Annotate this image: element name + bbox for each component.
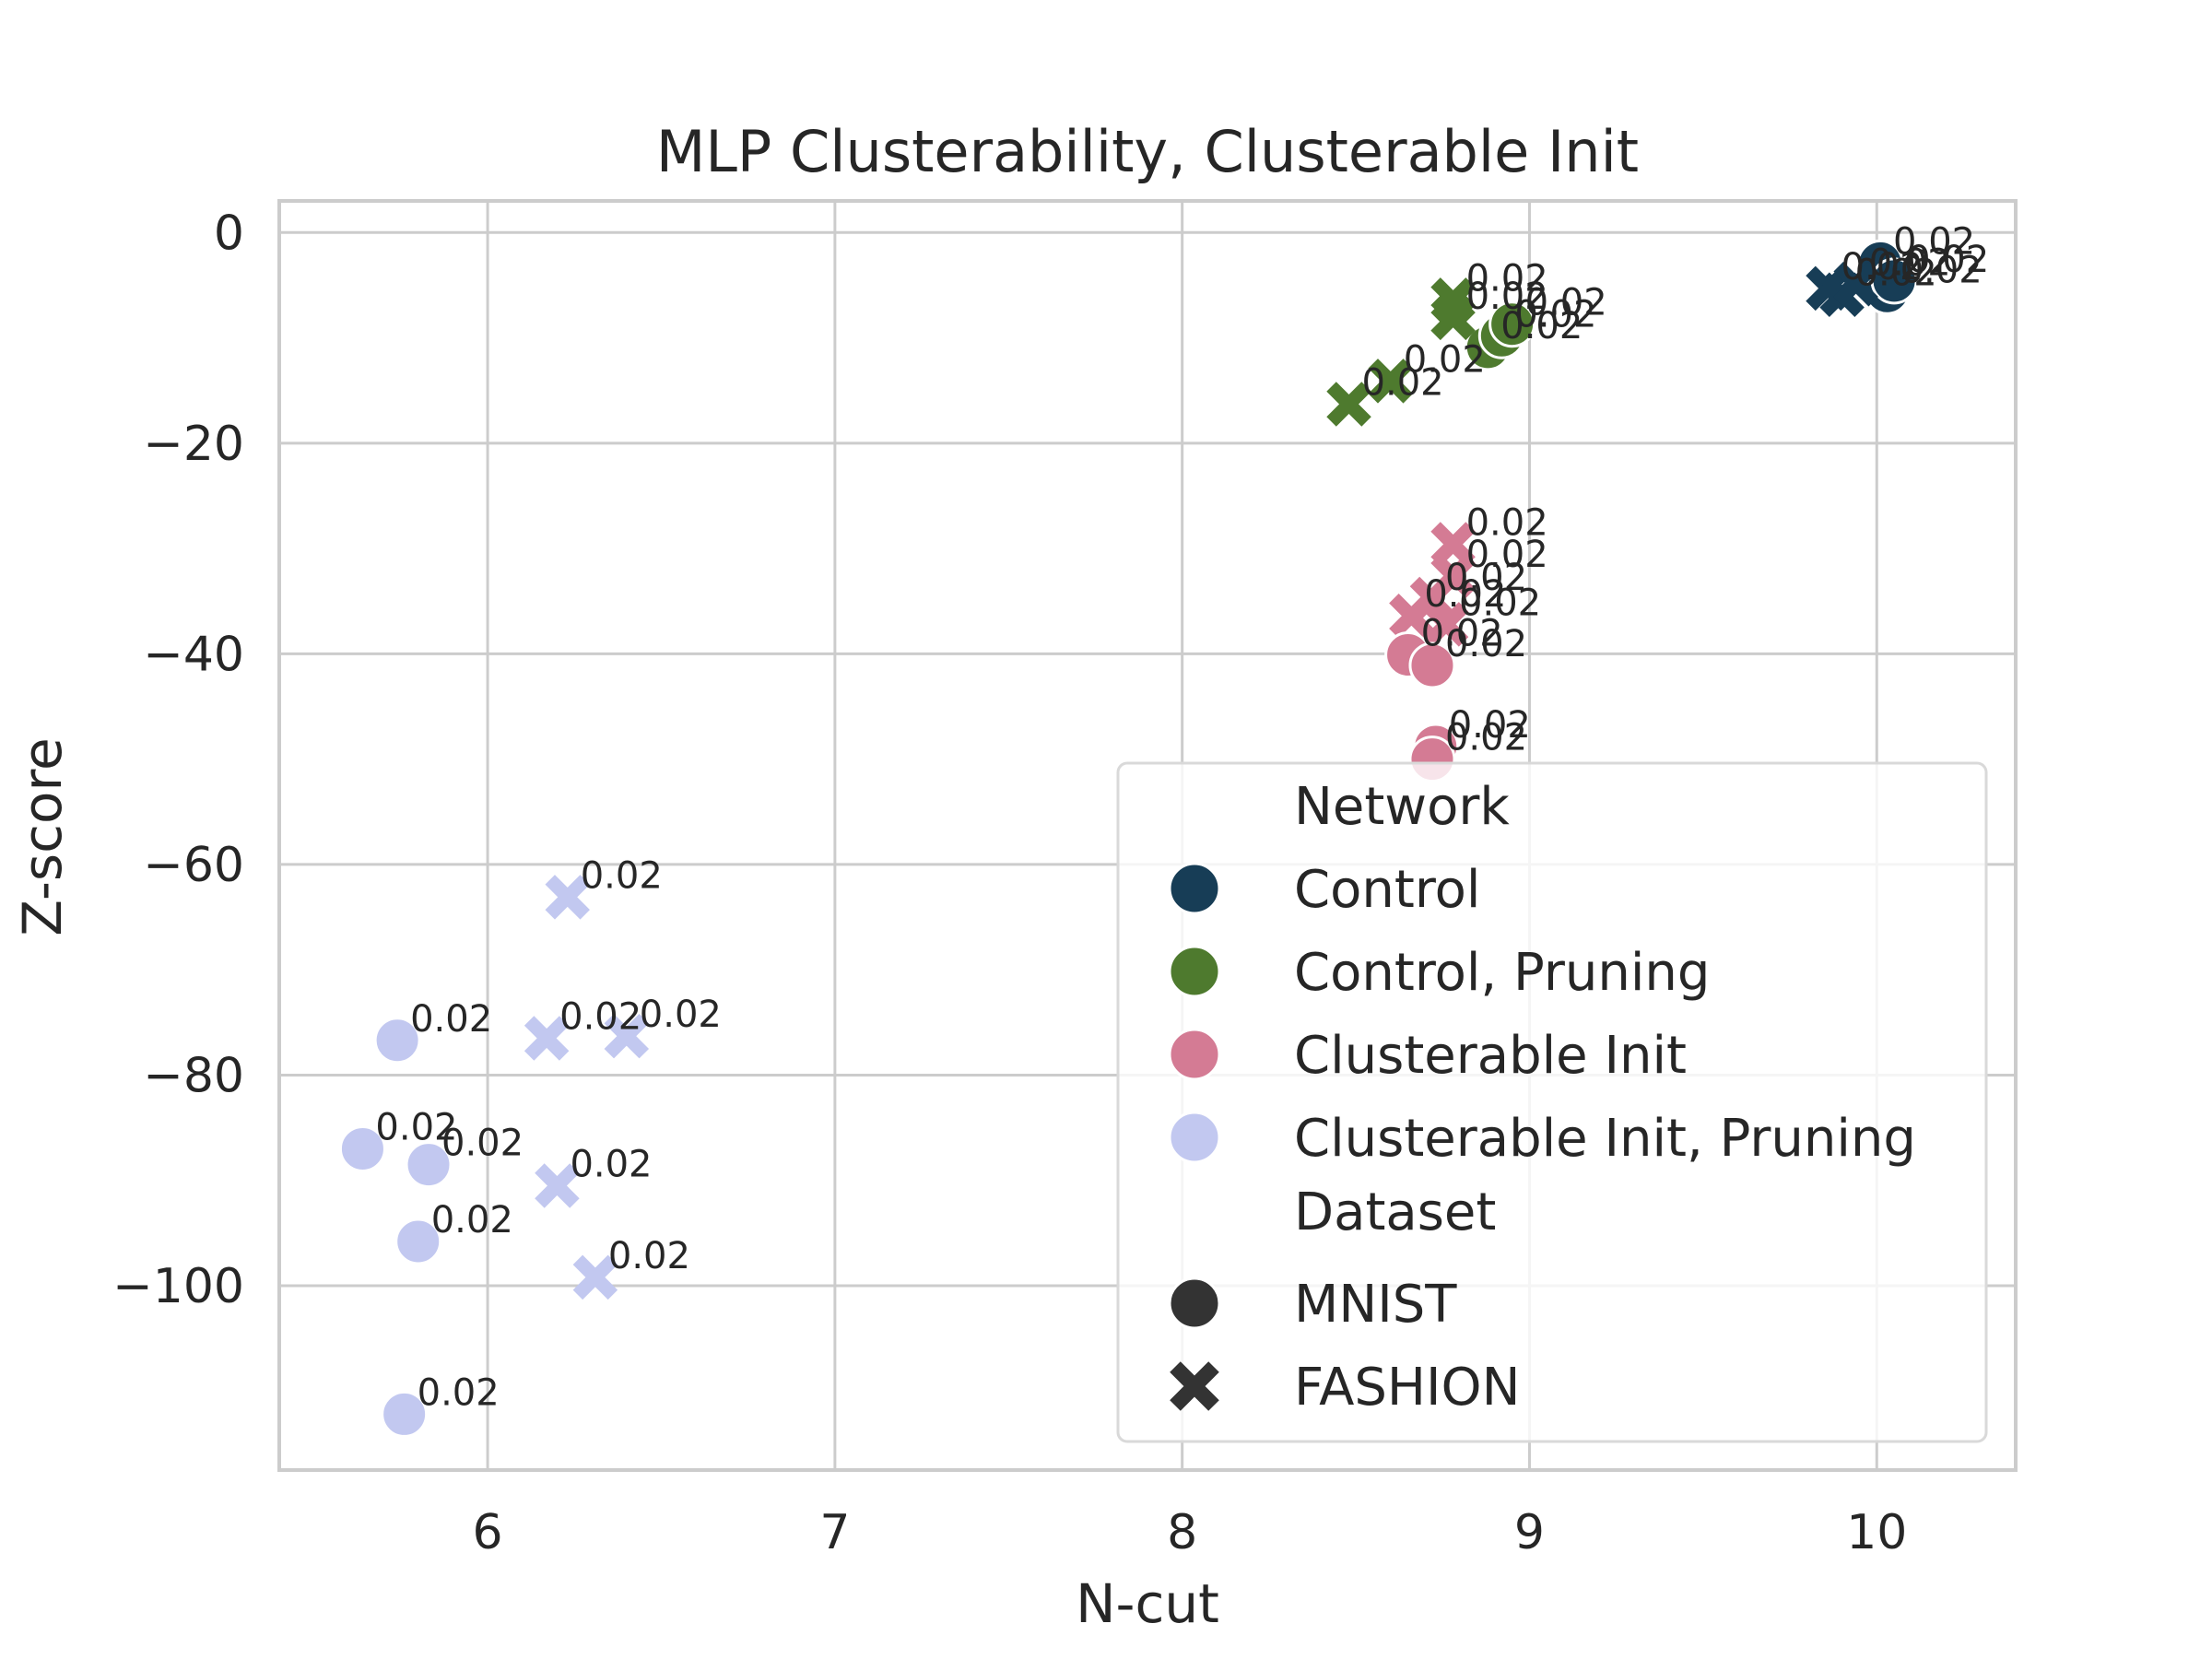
point-value-label: 0.02 — [418, 1371, 500, 1414]
data-point-fashion — [1389, 593, 1434, 639]
data-point-fashion — [604, 1013, 650, 1059]
point-value-label: 0.02 — [581, 854, 663, 897]
x-tick-label: 6 — [473, 1505, 503, 1560]
x-axis-label: N-cut — [1076, 1572, 1219, 1635]
x-tick-label: 7 — [819, 1505, 850, 1560]
data-point-fashion — [1423, 602, 1469, 647]
legend-title-network: Network — [1294, 777, 1510, 837]
point-value-label: 0.02 — [1445, 717, 1527, 759]
point-value-label: 0.02 — [1893, 220, 1975, 263]
legend-marker-network — [1168, 945, 1221, 998]
legend-marker-x — [1170, 1361, 1219, 1411]
point-value-label: 0.02 — [1500, 305, 1583, 347]
data-point-mnist — [338, 1124, 386, 1172]
point-value-label: 0.02 — [1869, 241, 1951, 284]
point-value-label: 0.02 — [608, 1235, 690, 1277]
data-point-mnist — [1870, 257, 1918, 305]
data-point-mnist — [1488, 300, 1536, 348]
legend-item-network: Clusterable Init, Pruning — [1294, 1109, 1916, 1169]
y-axis-ticks: 0 −20 −40 −60 −80 −100 — [112, 206, 244, 1314]
point-value-label: 0.02 — [1445, 623, 1527, 665]
point-value-label: 0.02 — [1449, 704, 1531, 747]
legend-frame — [1116, 761, 1988, 1443]
legend-item-network: Control, Pruning — [1294, 943, 1710, 1003]
point-value-label: 0.02 — [1525, 282, 1607, 324]
legend-item-network: Control — [1294, 860, 1480, 920]
point-value-label: 0.02 — [1907, 239, 1989, 281]
data-points — [338, 239, 1918, 1438]
legend-item-network: Clusterable Init — [1294, 1026, 1687, 1086]
x-tick-label: 10 — [1846, 1505, 1907, 1560]
point-value-label: 0.02 — [410, 998, 492, 1041]
legend-marker-network — [1168, 1111, 1221, 1164]
data-point-mnist — [373, 1017, 421, 1065]
point-value-label: 0.02 — [1459, 582, 1541, 624]
legend-marker-network — [1168, 1028, 1221, 1081]
point-value-label: 0.02 — [431, 1199, 513, 1241]
data-point-mnist — [1408, 641, 1456, 689]
point-labels: 0.020.020.020.020.020.020.020.020.020.02… — [375, 220, 1989, 1414]
point-value-label: 0.02 — [1900, 249, 1983, 291]
y-tick-label: −80 — [143, 1048, 244, 1103]
x-axis-ticks: 6 7 8 9 10 — [473, 1505, 1908, 1560]
point-value-label: 0.02 — [1514, 293, 1596, 335]
data-point-mnist — [405, 1141, 453, 1189]
chart-title: MLP Clusterability, Clusterable Init — [656, 118, 1639, 185]
legend-marker-network — [1168, 862, 1221, 915]
point-value-label: 0.02 — [1362, 362, 1444, 405]
point-value-label: 0.02 — [1445, 557, 1527, 599]
y-tick-label: −40 — [143, 627, 244, 682]
data-point-fashion — [1326, 382, 1371, 427]
point-value-label: 0.02 — [1466, 534, 1548, 576]
y-tick-label: −60 — [143, 838, 244, 893]
y-axis-label: Z-score — [11, 737, 74, 936]
x-tick-label: 8 — [1167, 1505, 1197, 1560]
data-point-fashion — [572, 1254, 618, 1300]
legend-item-dataset: MNIST — [1294, 1275, 1457, 1335]
point-value-label: 0.02 — [1466, 257, 1548, 300]
data-point-fashion — [535, 1163, 580, 1208]
data-point-fashion — [545, 875, 590, 920]
point-value-label: 0.02 — [1855, 253, 1937, 295]
point-value-label: 0.02 — [441, 1123, 524, 1165]
x-tick-label: 9 — [1514, 1505, 1545, 1560]
y-tick-label: −100 — [112, 1259, 244, 1314]
plot-frame — [277, 199, 2018, 1472]
point-value-label: 0.02 — [570, 1143, 652, 1185]
legend-item-dataset: FASHION — [1294, 1358, 1521, 1418]
data-point-mnist — [394, 1218, 442, 1265]
y-tick-label: 0 — [214, 206, 244, 261]
point-value-label: 0.02 — [1421, 613, 1503, 655]
point-value-label: 0.02 — [1424, 573, 1506, 616]
point-value-label: 0.02 — [1466, 502, 1548, 545]
data-point-fashion — [1833, 262, 1878, 307]
point-value-label: 0.02 — [559, 995, 641, 1038]
legend-marker-circle — [1168, 1277, 1221, 1330]
point-value-label: 0.02 — [640, 994, 722, 1036]
data-point-fashion — [524, 1016, 570, 1061]
data-point-fashion — [1430, 295, 1476, 341]
point-value-label: 0.02 — [375, 1106, 457, 1148]
point-value-label: 0.02 — [1404, 338, 1486, 381]
point-value-label: 0.02 — [1466, 276, 1548, 318]
data-point-fashion — [1368, 359, 1413, 404]
legend: Network Control Control, Pruning Clusterabl… — [1116, 761, 1988, 1443]
data-point-mnist — [381, 1390, 429, 1438]
y-tick-label: −20 — [143, 417, 244, 472]
legend-title-dataset: Dataset — [1294, 1182, 1496, 1242]
point-value-label: 0.02 — [1841, 246, 1924, 288]
